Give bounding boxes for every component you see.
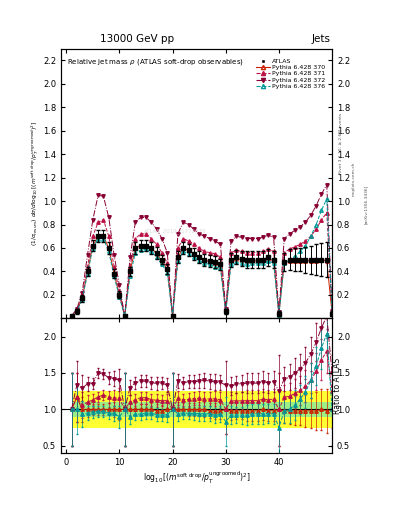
Text: [arXiv:1306.3436]: [arXiv:1306.3436] [364, 185, 367, 224]
Text: Jets: Jets [311, 33, 330, 44]
Text: mcplots.cern.ch: mcplots.cern.ch [352, 162, 356, 197]
Legend: ATLAS, Pythia 6.428 370, Pythia 6.428 371, Pythia 6.428 372, Pythia 6.428 376: ATLAS, Pythia 6.428 370, Pythia 6.428 37… [255, 57, 326, 90]
Y-axis label: $(1/\sigma_{\rm resum})\ d\sigma/d\log_{10}[(m^{\rm soft\ drop}/p_T^{\rm ungroom: $(1/\sigma_{\rm resum})\ d\sigma/d\log_{… [30, 121, 41, 246]
Y-axis label: Ratio to ATLAS: Ratio to ATLAS [334, 358, 342, 414]
Text: ATLAS_2019_I1772370: ATLAS_2019_I1772370 [143, 228, 206, 233]
Text: Rivet 3.1.10; ≥ 2.6M events: Rivet 3.1.10; ≥ 2.6M events [339, 113, 343, 174]
X-axis label: $\log_{10}[(m^{\rm soft\ drop}/p_T^{\rm ungroomed})^2]$: $\log_{10}[(m^{\rm soft\ drop}/p_T^{\rm … [143, 470, 250, 486]
Text: 13000 GeV pp: 13000 GeV pp [101, 33, 174, 44]
Text: Relative jet mass $\rho$ (ATLAS soft-drop observables): Relative jet mass $\rho$ (ATLAS soft-dro… [67, 57, 244, 67]
